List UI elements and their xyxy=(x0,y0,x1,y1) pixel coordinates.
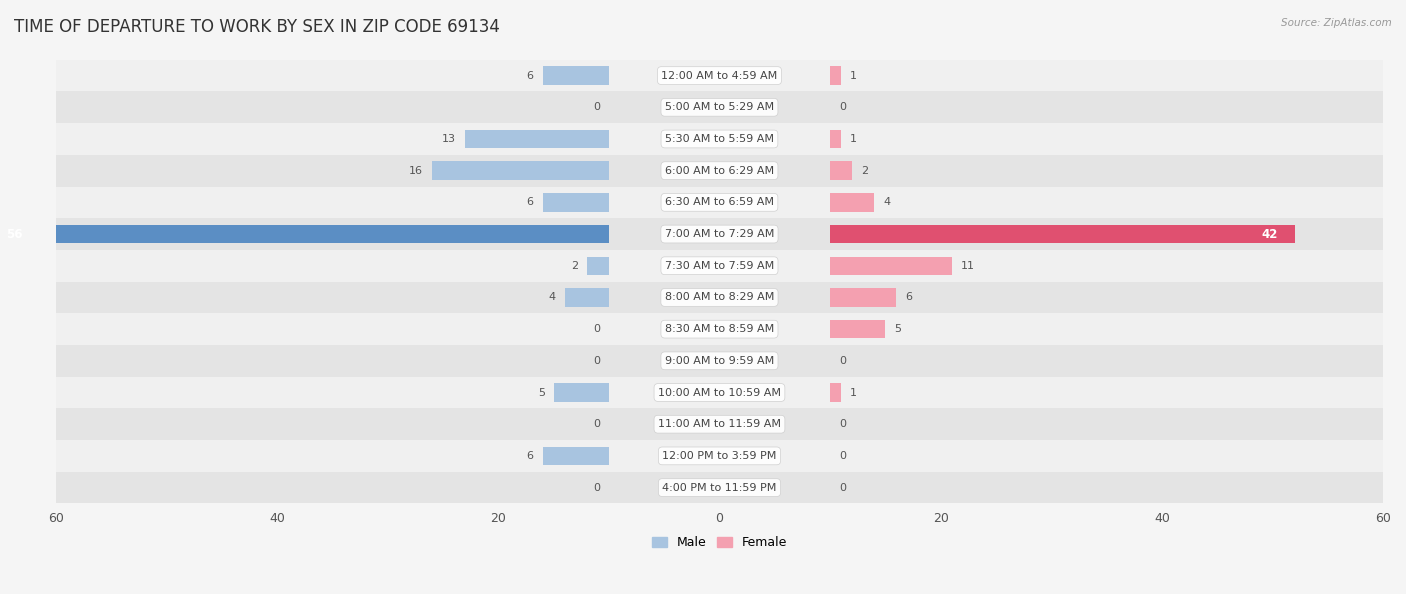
Bar xyxy=(565,288,609,307)
Text: 6: 6 xyxy=(527,451,534,461)
Text: 0: 0 xyxy=(593,419,600,429)
Bar xyxy=(830,193,875,211)
Text: 10:00 AM to 10:59 AM: 10:00 AM to 10:59 AM xyxy=(658,387,780,397)
Bar xyxy=(56,60,1384,91)
Bar xyxy=(56,472,1384,504)
Bar xyxy=(586,257,609,275)
Bar xyxy=(543,67,609,85)
Text: 2: 2 xyxy=(860,166,868,176)
Text: 0: 0 xyxy=(593,482,600,492)
Text: 12:00 AM to 4:59 AM: 12:00 AM to 4:59 AM xyxy=(661,71,778,81)
Text: 11: 11 xyxy=(960,261,974,271)
Bar xyxy=(554,383,609,402)
Bar xyxy=(830,288,897,307)
Bar xyxy=(0,225,609,244)
Bar xyxy=(543,193,609,211)
Text: 56: 56 xyxy=(6,228,22,241)
Bar xyxy=(465,129,609,148)
Text: 8:00 AM to 8:29 AM: 8:00 AM to 8:29 AM xyxy=(665,292,775,302)
Text: 6:30 AM to 6:59 AM: 6:30 AM to 6:59 AM xyxy=(665,197,773,207)
Text: 4: 4 xyxy=(548,292,555,302)
Text: Source: ZipAtlas.com: Source: ZipAtlas.com xyxy=(1281,18,1392,28)
Bar xyxy=(56,250,1384,282)
Text: 5: 5 xyxy=(894,324,901,334)
Text: 4:00 PM to 11:59 PM: 4:00 PM to 11:59 PM xyxy=(662,482,776,492)
Text: 0: 0 xyxy=(593,102,600,112)
Text: 0: 0 xyxy=(839,482,846,492)
Text: 0: 0 xyxy=(839,419,846,429)
Text: 1: 1 xyxy=(851,134,858,144)
Text: 0: 0 xyxy=(839,356,846,366)
Bar xyxy=(830,129,841,148)
Text: 7:30 AM to 7:59 AM: 7:30 AM to 7:59 AM xyxy=(665,261,775,271)
Bar xyxy=(56,377,1384,408)
Bar xyxy=(56,313,1384,345)
Bar xyxy=(830,162,852,180)
Text: 42: 42 xyxy=(1261,228,1278,241)
Text: 16: 16 xyxy=(409,166,423,176)
Bar xyxy=(543,447,609,465)
Text: 6:00 AM to 6:29 AM: 6:00 AM to 6:29 AM xyxy=(665,166,775,176)
Text: 0: 0 xyxy=(839,451,846,461)
Bar xyxy=(56,91,1384,123)
Legend: Male, Female: Male, Female xyxy=(647,532,792,554)
Text: 6: 6 xyxy=(905,292,912,302)
Text: 9:00 AM to 9:59 AM: 9:00 AM to 9:59 AM xyxy=(665,356,775,366)
Text: 0: 0 xyxy=(593,356,600,366)
Bar xyxy=(830,225,1295,244)
Bar xyxy=(56,155,1384,187)
Text: 2: 2 xyxy=(571,261,578,271)
Bar xyxy=(56,282,1384,313)
Text: 13: 13 xyxy=(443,134,456,144)
Bar xyxy=(830,320,886,339)
Text: 0: 0 xyxy=(593,324,600,334)
Text: 8:30 AM to 8:59 AM: 8:30 AM to 8:59 AM xyxy=(665,324,775,334)
Bar xyxy=(830,383,841,402)
Text: 1: 1 xyxy=(851,71,858,81)
Bar xyxy=(56,408,1384,440)
Bar xyxy=(56,345,1384,377)
Text: 1: 1 xyxy=(851,387,858,397)
Text: 6: 6 xyxy=(527,71,534,81)
Text: TIME OF DEPARTURE TO WORK BY SEX IN ZIP CODE 69134: TIME OF DEPARTURE TO WORK BY SEX IN ZIP … xyxy=(14,18,501,36)
Bar xyxy=(432,162,609,180)
Text: 6: 6 xyxy=(527,197,534,207)
Bar xyxy=(56,123,1384,155)
Text: 4: 4 xyxy=(883,197,890,207)
Text: 11:00 AM to 11:59 AM: 11:00 AM to 11:59 AM xyxy=(658,419,780,429)
Bar xyxy=(56,187,1384,218)
Bar xyxy=(56,218,1384,250)
Bar xyxy=(830,67,841,85)
Text: 0: 0 xyxy=(839,102,846,112)
Bar xyxy=(56,440,1384,472)
Text: 5:30 AM to 5:59 AM: 5:30 AM to 5:59 AM xyxy=(665,134,773,144)
Text: 7:00 AM to 7:29 AM: 7:00 AM to 7:29 AM xyxy=(665,229,775,239)
Bar xyxy=(830,257,952,275)
Text: 12:00 PM to 3:59 PM: 12:00 PM to 3:59 PM xyxy=(662,451,776,461)
Text: 5: 5 xyxy=(537,387,544,397)
Text: 5:00 AM to 5:29 AM: 5:00 AM to 5:29 AM xyxy=(665,102,775,112)
